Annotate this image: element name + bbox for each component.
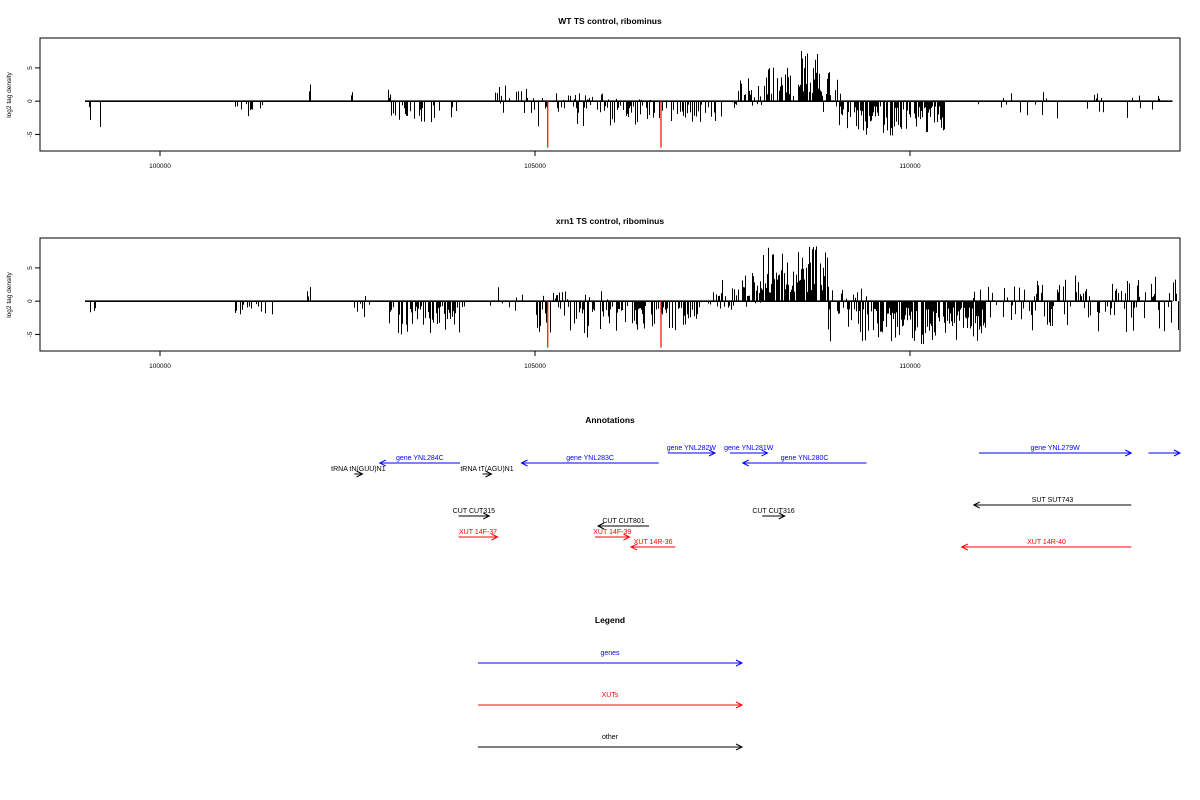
annotation-label: gene YNL280C (781, 455, 829, 462)
wt-bars (85, 51, 1173, 148)
legend-arrow-genes-head (735, 659, 744, 667)
annotation-arrow-head (520, 459, 528, 467)
annotation-arrow-head (483, 512, 491, 520)
xrn1-y-tick-label: 0 (27, 299, 34, 303)
xrn1-y-axis-label: log2 tag density (6, 271, 13, 317)
annotation-arrow-head (629, 543, 638, 551)
xrn1-plot-frame (39, 237, 1181, 352)
wt-plot-frame (39, 37, 1181, 152)
annotation-label: gene YNL282W (667, 445, 717, 452)
annotation-label: tRNA tT(AGU)N1 (460, 466, 513, 473)
annotation-label: XUT 14F-37 (459, 529, 497, 536)
annotation-label: CUT CUT316 (752, 508, 794, 515)
legend-title: Legend (595, 615, 625, 625)
annotation-arrow-head (972, 501, 980, 509)
wt-density-panel: WT TS control, ribominus log2 tag densit… (6, 16, 1181, 170)
wt-x-tick-label: 105000 (524, 163, 546, 170)
annotation-label: XUT 14F-39 (593, 529, 631, 536)
annotation-arrow-head (708, 449, 717, 457)
annotations-title: Annotations (585, 415, 635, 425)
legend: Legend genes XUTs other (478, 615, 744, 751)
legend-arrow-XUTs-head (735, 701, 744, 709)
wt-y-tick-label: 5 (27, 66, 34, 70)
xrn1-panel-title: xrn1 TS control, ribominus (556, 216, 664, 226)
annotation-arrow-head (960, 543, 968, 551)
annotation-label: CUT CUT801 (602, 518, 644, 525)
wt-panel-title: WT TS control, ribominus (558, 16, 662, 26)
annotation-arrow-head (741, 459, 749, 467)
annotation-label: gene YNL284C (396, 455, 444, 462)
annotation-arrow-head (778, 512, 786, 520)
annotation-label: CUT CUT315 (453, 508, 495, 515)
xrn1-bars (85, 246, 1179, 348)
legend-label: other (602, 734, 619, 741)
annotation-arrow-head (1125, 449, 1133, 457)
legend-label: XUTs (602, 692, 619, 699)
annotation-arrow-head (485, 470, 493, 478)
annotation-arrow-head (356, 470, 364, 478)
wt-y-tick-label: -5 (27, 131, 34, 137)
annotation-label: gene YNL279W (1030, 445, 1080, 452)
legend-label: genes (600, 650, 620, 657)
annotation-label: gene YNL281W (724, 445, 774, 452)
annotation-arrow-head (623, 533, 631, 541)
annotations-track: Annotations gene YNL284C gene YNL283C gene… (331, 415, 1182, 551)
annotation-arrow-head (491, 533, 499, 541)
xrn1-x-tick-label: 100000 (149, 363, 171, 370)
annotation-label: XUT 14R-40 (1027, 539, 1066, 546)
annotation-label: gene YNL283C (566, 455, 614, 462)
xrn1-y-tick-label: -5 (27, 331, 34, 337)
wt-y-axis-label: log2 tag density (6, 71, 13, 117)
wt-y-tick-label: 0 (27, 99, 34, 103)
annotation-label: XUT 14R-36 (634, 539, 673, 546)
xrn1-x-tick-label: 110000 (899, 363, 921, 370)
annotation-arrow-head (761, 449, 769, 457)
annotation-arrow-head (378, 459, 386, 467)
xrn1-density-panel: xrn1 TS control, ribominus log2 tag dens… (6, 216, 1181, 370)
legend-arrow-other-head (735, 743, 744, 751)
annotation-arrow-head (596, 522, 605, 530)
wt-x-tick-label: 100000 (149, 163, 171, 170)
xrn1-y-tick-label: 5 (27, 266, 34, 270)
wt-x-tick-label: 110000 (899, 163, 921, 170)
annotation-label: SUT SUT743 (1032, 497, 1074, 504)
annotation-arrow-head (1173, 449, 1182, 457)
xrn1-x-tick-label: 105000 (524, 363, 546, 370)
annotation-label: tRNA tN(GUU)N1 (331, 466, 386, 473)
